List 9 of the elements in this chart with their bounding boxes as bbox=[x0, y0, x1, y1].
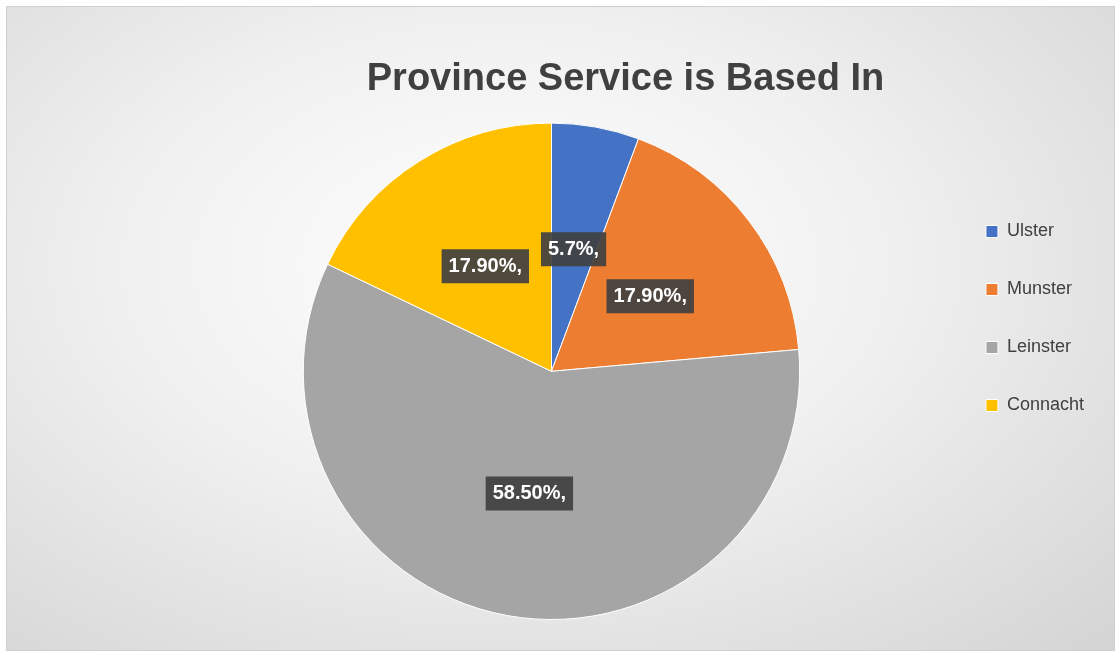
data-label: 17.90%, bbox=[448, 253, 522, 276]
chart-title: Province Service is Based In bbox=[366, 56, 885, 99]
legend-label: Munster bbox=[1006, 278, 1072, 299]
data-label: 58.50%, bbox=[492, 480, 567, 503]
legend-label: Leinster bbox=[1006, 336, 1071, 357]
legend-label: Ulster bbox=[1006, 220, 1054, 241]
data-label: 5.7%, bbox=[548, 236, 600, 259]
data-label: 17.90%, bbox=[613, 283, 687, 306]
legend-label: Connacht bbox=[1006, 394, 1085, 415]
